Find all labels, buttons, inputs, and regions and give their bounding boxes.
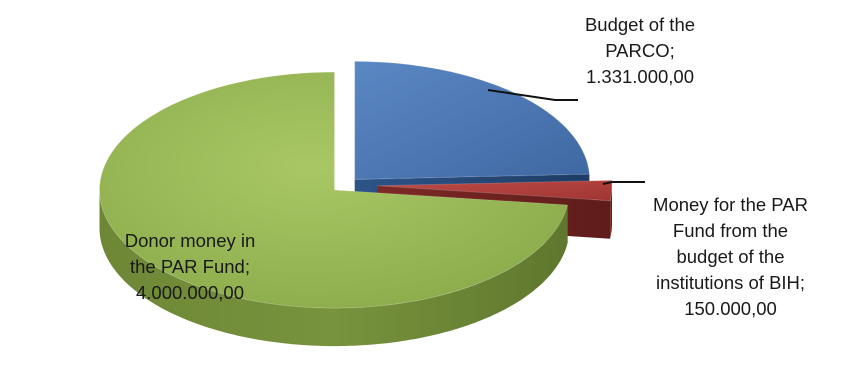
data-label-1-line-3: institutions of BIH; xyxy=(655,272,806,293)
data-label-1-line-1: Fund from the xyxy=(672,220,789,241)
leader-line-1 xyxy=(602,181,645,185)
data-label-0: Budget of the PARCO; 1.331.000,00 xyxy=(540,12,740,90)
data-label-1-line-2: budget of the xyxy=(676,246,785,267)
pie-slice-money-for-the-par-fund-from-the-budget-of-the-institutions-of-bih xyxy=(376,179,613,202)
data-label-1-line-4: 150.000,00 xyxy=(684,298,777,319)
pie-slice-donor-money-in-the-par-fund xyxy=(98,71,569,309)
data-label-0-line-1: PARCO; xyxy=(605,40,675,61)
pie-slice-side-2-0 xyxy=(99,189,568,347)
leader-line-0 xyxy=(487,89,578,101)
pie-slice-side-1-0 xyxy=(610,184,612,239)
data-label-2: Donor money in the PAR Fund; 4.000.000,00 xyxy=(70,228,310,306)
data-label-0-line-2: 1.331.000,00 xyxy=(585,66,695,87)
data-label-2-line-2: 4.000.000,00 xyxy=(135,282,245,303)
data-label-1-line-0: Money for the PAR xyxy=(653,194,808,215)
data-label-2-line-1: the PAR Fund; xyxy=(130,256,250,277)
data-label-0-line-0: Budget of the xyxy=(584,14,696,35)
data-label-2-line-0: Donor money in xyxy=(124,230,256,251)
data-label-1: Money for the PAR Fund from the budget of … xyxy=(608,192,853,322)
